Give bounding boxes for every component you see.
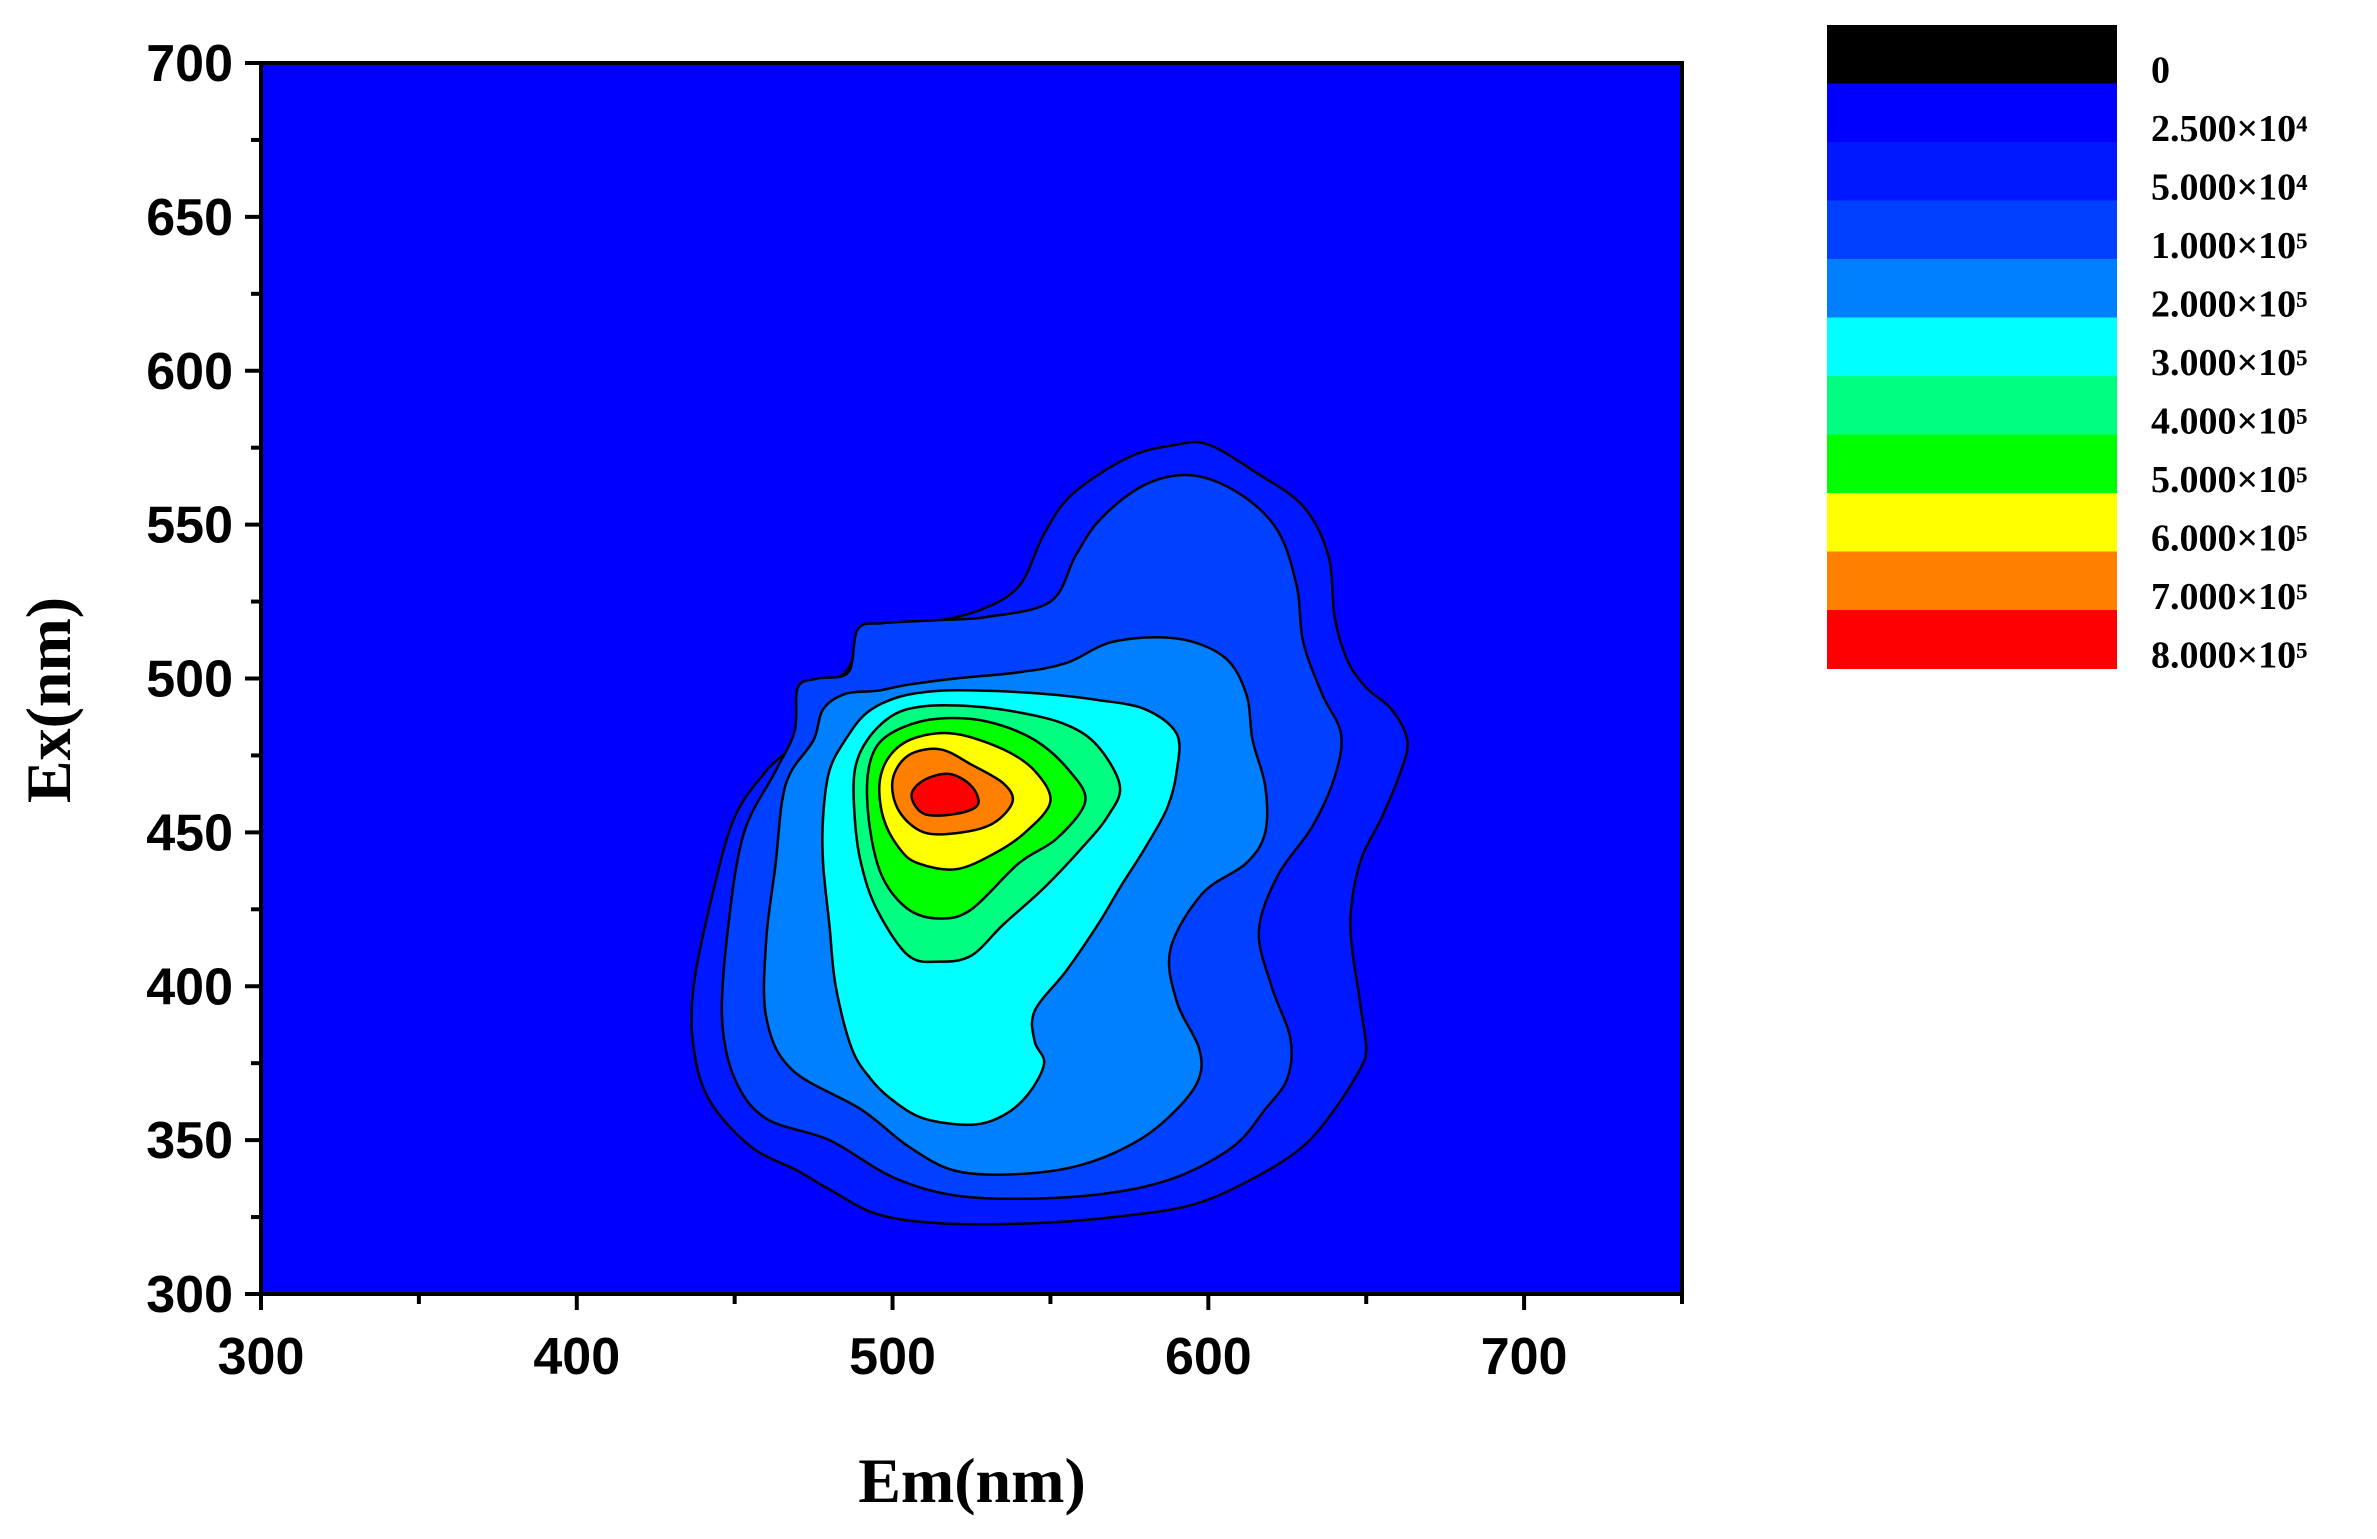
legend-swatch (1827, 83, 2117, 143)
x-tick-label: 700 (1481, 1328, 1568, 1386)
legend-swatch (1827, 317, 2117, 377)
x-axis-title: Em(nm) (858, 1445, 1086, 1516)
legend-label: 1.000×10⁵ (2151, 225, 2308, 267)
plot-area (261, 63, 1682, 1294)
legend-label: 6.000×10⁵ (2151, 517, 2308, 559)
x-tick-label: 300 (218, 1328, 305, 1386)
y-tick-label: 350 (146, 1112, 233, 1170)
legend-label: 0 (2151, 49, 2170, 91)
legend-label: 7.000×10⁵ (2151, 576, 2308, 618)
y-axis-title: Ex(nm) (13, 597, 84, 803)
y-tick-label: 650 (146, 189, 233, 247)
legend: 0 2.500×10⁴ 5.000×10⁴ 1.000×10⁵ 2.000×10⁵ 3.0… (1827, 25, 2308, 676)
legend-swatch (1827, 493, 2117, 552)
legend-label: 5.000×10⁴ (2151, 166, 2308, 208)
legend-swatch (1827, 434, 2117, 494)
legend-label: 8.000×10⁵ (2151, 634, 2308, 676)
y-tick-label: 500 (146, 651, 233, 709)
y-tick-label: 300 (146, 1266, 233, 1324)
legend-swatch (1827, 25, 2117, 84)
legend-label: 2.000×10⁵ (2151, 283, 2308, 325)
legend-swatch (1827, 376, 2117, 435)
axes: 300 400 500 600 700 300 350 400 450 500 550 600 650 7… (146, 35, 1684, 1386)
legend-swatch (1827, 142, 2117, 201)
x-tick-label: 500 (849, 1328, 936, 1386)
y-tick-label: 450 (146, 804, 233, 862)
x-tick-label: 600 (1165, 1328, 1252, 1386)
x-tick-label: 400 (533, 1328, 620, 1386)
y-tick-label: 550 (146, 497, 233, 555)
legend-swatch (1827, 551, 2117, 611)
legend-label: 4.000×10⁵ (2151, 400, 2308, 442)
y-tick-label: 600 (146, 343, 233, 401)
legend-swatch (1827, 200, 2117, 260)
contour-level-9 (910, 772, 980, 817)
y-tick-label: 400 (146, 958, 233, 1016)
legend-label: 3.000×10⁵ (2151, 342, 2308, 384)
legend-swatch (1827, 610, 2117, 669)
y-tick-label: 700 (146, 35, 233, 93)
legend-label: 2.500×10⁴ (2151, 108, 2308, 150)
legend-label: 5.000×10⁵ (2151, 459, 2308, 501)
legend-swatch (1827, 259, 2117, 318)
